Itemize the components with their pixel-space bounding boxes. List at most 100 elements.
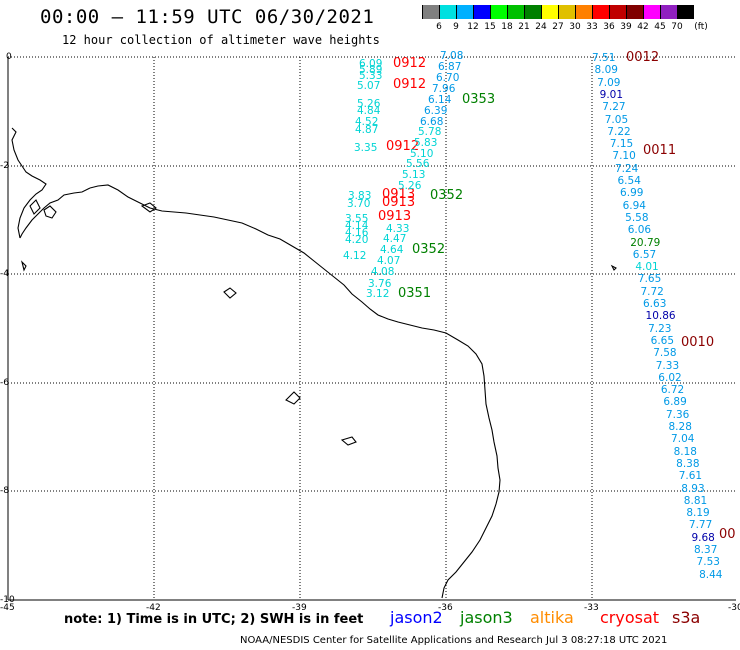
wave-height-value: 8.18 — [673, 445, 697, 458]
legend-label: 27 — [552, 22, 564, 32]
pass-time-label: 0913 — [382, 187, 416, 202]
wave-height-value: 8.38 — [676, 457, 700, 470]
pass-time-label: 0912 — [393, 77, 427, 92]
legend-swatch — [422, 5, 439, 19]
wave-height-value: 7.08 — [440, 50, 464, 62]
wave-height-value: 5.13 — [402, 169, 426, 181]
wave-height-value: 8.28 — [668, 421, 692, 433]
legend-swatch — [473, 5, 490, 19]
latitude-label: -10 — [0, 595, 15, 605]
wave-height-value: 3.55 — [345, 213, 369, 225]
legend-label: 9 — [453, 22, 459, 32]
wave-height-value: 6.02 — [658, 371, 682, 384]
wave-height-value: 7.23 — [648, 322, 672, 335]
wave-height-value: 7.27 — [602, 101, 626, 114]
legend-label: 42 — [637, 22, 649, 32]
legend-label: 30 — [569, 22, 581, 32]
latitude-label: -2 — [0, 161, 9, 171]
wave-height-value: 8.09 — [594, 64, 618, 77]
latitude-label: 0 — [6, 52, 12, 62]
pass-time-label: 0352 — [412, 242, 446, 257]
wave-height-value: 7.72 — [640, 285, 664, 298]
wave-height-value: 6.72 — [660, 384, 685, 397]
legend-label: 33 — [586, 22, 598, 32]
wave-height-value: 7.33 — [655, 359, 680, 372]
coastline — [11, 127, 617, 599]
wave-height-value: 3.35 — [354, 142, 378, 154]
legend-label: 39 — [620, 22, 632, 32]
wave-height-value: 5.58 — [625, 211, 649, 224]
wave-height-value: 10.86 — [645, 310, 676, 323]
latitude-label: -8 — [0, 486, 9, 496]
longitude-label: -30 — [728, 603, 740, 613]
pass-time-label: 0352 — [430, 188, 464, 203]
wave-height-value: 4.12 — [343, 250, 367, 262]
wave-height-value: 4.01 — [635, 261, 659, 274]
wave-height-value: 6.39 — [424, 105, 448, 117]
legend-label: 12 — [467, 22, 479, 32]
pass-time-label: 0353 — [462, 92, 496, 107]
wave-height-value: 6.94 — [622, 199, 646, 212]
wave-height-value: 20.79 — [630, 236, 661, 249]
legend-swatch — [609, 5, 626, 19]
wave-height-value: 7.09 — [597, 76, 621, 89]
wave-height-value: 7.58 — [653, 347, 677, 360]
legend-unit: (ft) — [694, 22, 708, 32]
pass-time-label: 0010 — [681, 335, 715, 350]
legend-swatch — [541, 5, 558, 19]
wave-height-value: 7.04 — [671, 433, 695, 446]
satellite-name: jason2 — [390, 608, 443, 627]
wave-height-value: 3.12 — [366, 288, 390, 300]
latitude-label: -4 — [0, 269, 9, 279]
wave-height-value: 7.61 — [678, 470, 703, 483]
wave-height-value: 6.89 — [663, 396, 687, 409]
pass-time-label: 0912 — [393, 56, 427, 71]
wave-height-value: 6.68 — [420, 116, 444, 128]
legend-label: 70 — [671, 22, 683, 32]
wave-height-value: 8.81 — [683, 494, 708, 507]
wave-height-value: 5.26 — [398, 180, 422, 192]
wave-height-value: 7.65 — [637, 273, 662, 286]
legend-label: 6 — [436, 22, 442, 32]
footer-note: note: 1) Time is in UTC; 2) SWH is in fe… — [64, 612, 364, 627]
wave-height-value: 5.89 — [359, 64, 383, 76]
pass-time-label: 0351 — [398, 286, 432, 301]
wave-height-value: 7.15 — [609, 138, 634, 151]
wave-height-value: 7.51 — [592, 52, 616, 64]
wave-height-value: 7.10 — [612, 150, 636, 163]
wave-height-value: 6.65 — [650, 334, 675, 347]
wave-height-value: 5.10 — [410, 148, 434, 160]
legend-swatch — [677, 5, 694, 19]
wave-height-value: 4.87 — [355, 124, 379, 136]
wave-height-value: 4.20 — [345, 234, 369, 246]
wave-height-value: 7.96 — [432, 83, 456, 95]
legend-swatch — [456, 5, 473, 19]
wave-height-value: 5.26 — [357, 98, 381, 110]
legend-swatch — [643, 5, 660, 19]
wave-height-value: 7.53 — [696, 556, 720, 569]
pass-time-label: 00 — [719, 527, 736, 542]
page-subtitle: 12 hour collection of altimeter wave hei… — [62, 33, 380, 47]
satellite-name: altika — [530, 608, 574, 627]
pass-time-label: 0011 — [643, 143, 677, 158]
wave-height-value: 5.33 — [359, 70, 383, 82]
wave-height-value: 4.07 — [377, 255, 401, 267]
wave-height-value: 3.83 — [348, 190, 372, 202]
pass-time-label: 0913 — [382, 195, 416, 210]
wave-height-value: 8.93 — [681, 482, 705, 495]
wave-height-value: 6.63 — [643, 298, 667, 310]
wave-height-value: 6.87 — [438, 61, 462, 73]
wave-height-value: 4.14 — [345, 220, 369, 232]
wave-height-value: 4.84 — [357, 105, 381, 117]
wave-height-value: 4.16 — [345, 227, 369, 239]
legend-label: 15 — [484, 22, 496, 32]
wave-height-value: 7.05 — [604, 113, 629, 126]
wave-height-value: 5.07 — [357, 80, 381, 92]
wave-height-value: 6.09 — [359, 58, 383, 70]
wave-height-value: 5.78 — [418, 126, 442, 138]
legend-swatch — [439, 5, 456, 19]
legend-swatch — [592, 5, 609, 19]
legend-swatch — [558, 5, 575, 19]
wave-height-value: 9.01 — [599, 88, 624, 101]
